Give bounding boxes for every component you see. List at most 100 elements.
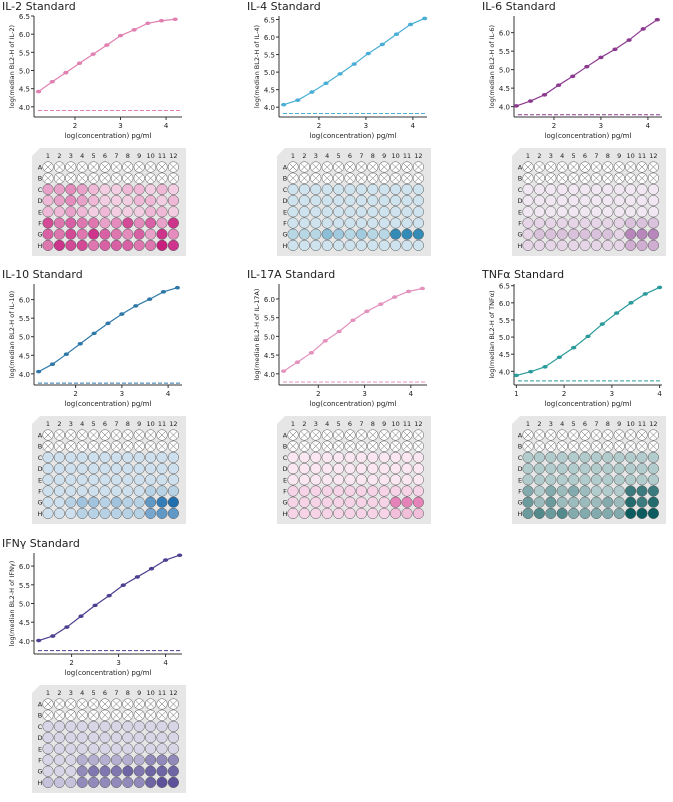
empty-well-cross bbox=[124, 163, 132, 171]
plate-well bbox=[53, 732, 65, 744]
plate-well bbox=[647, 195, 659, 207]
plate-column-label: 10 bbox=[146, 152, 154, 160]
plate-well bbox=[602, 463, 614, 475]
empty-well-cross bbox=[300, 163, 309, 171]
empty-well-cross bbox=[146, 442, 155, 450]
plate-well bbox=[65, 720, 77, 732]
plate-well bbox=[110, 217, 122, 229]
data-point bbox=[336, 329, 342, 334]
data-point bbox=[49, 362, 56, 367]
plate-well bbox=[310, 195, 322, 207]
plate-well bbox=[298, 507, 310, 519]
plate-well bbox=[88, 765, 100, 777]
plate-column-label: 5 bbox=[337, 420, 341, 428]
y-tick-label: 4.5 bbox=[19, 352, 30, 360]
plate-well bbox=[579, 463, 591, 475]
plate-well bbox=[53, 228, 65, 240]
y-axis-label: log(median BL2-H of IL-6) bbox=[488, 25, 496, 108]
plate-well bbox=[545, 485, 557, 497]
data-point bbox=[308, 351, 314, 355]
empty-well-cross bbox=[300, 431, 309, 439]
plate-column-label: 1 bbox=[46, 420, 50, 428]
plate-well bbox=[145, 463, 157, 475]
plate-well bbox=[344, 228, 356, 240]
plate-well bbox=[647, 496, 659, 508]
plate-well bbox=[76, 183, 88, 195]
plate-column-label: 9 bbox=[382, 152, 386, 160]
empty-well-cross bbox=[89, 163, 98, 171]
plate-well bbox=[344, 206, 356, 218]
empty-well-cross bbox=[78, 174, 86, 182]
data-point bbox=[134, 575, 140, 579]
y-tick-label: 5.5 bbox=[19, 582, 30, 590]
plate-well bbox=[110, 732, 122, 744]
plate-row-label: G bbox=[37, 231, 42, 239]
plate-well bbox=[590, 485, 602, 497]
plate-row-label: E bbox=[38, 208, 42, 216]
empty-well-cross bbox=[346, 442, 354, 450]
empty-well-cross bbox=[124, 431, 132, 439]
plate-well bbox=[99, 451, 111, 463]
plate-well bbox=[625, 183, 637, 195]
plate-column-label: 8 bbox=[126, 152, 130, 160]
empty-well-cross bbox=[55, 700, 64, 708]
empty-well-cross bbox=[649, 174, 658, 182]
plate-well bbox=[522, 463, 534, 475]
plate-well bbox=[625, 206, 637, 218]
empty-well-cross bbox=[604, 163, 612, 171]
empty-well-cross bbox=[414, 431, 423, 439]
data-point bbox=[63, 70, 69, 75]
plate-well bbox=[156, 776, 168, 788]
data-point bbox=[119, 312, 125, 316]
plate-well bbox=[145, 754, 157, 766]
plate-well bbox=[167, 720, 179, 732]
plate-well bbox=[88, 474, 100, 486]
y-axis-label: log(median BL2-H of IFNγ) bbox=[8, 561, 16, 647]
empty-well-cross bbox=[312, 163, 320, 171]
plate-well bbox=[122, 720, 134, 732]
empty-well-cross bbox=[414, 442, 423, 450]
data-point bbox=[174, 285, 180, 290]
plate-well bbox=[355, 451, 367, 463]
chart-title: IL-2 Standard bbox=[2, 0, 76, 13]
plate-column-label: 6 bbox=[103, 420, 107, 428]
chart-svg: 4.04.55.05.56.06.52 3 4log(concentration) … bbox=[253, 16, 431, 256]
plate-well bbox=[65, 754, 77, 766]
plate-well bbox=[545, 496, 557, 508]
plate-well bbox=[122, 451, 134, 463]
y-tick-label: 4.5 bbox=[264, 87, 275, 95]
empty-well-cross bbox=[78, 442, 86, 450]
empty-well-cross bbox=[67, 174, 75, 182]
plate-well bbox=[390, 206, 402, 218]
series-line bbox=[38, 554, 180, 642]
plate-well bbox=[65, 765, 77, 777]
plate-well bbox=[367, 239, 379, 251]
plate-column-label: 4 bbox=[560, 152, 564, 160]
plate-well bbox=[533, 206, 545, 218]
x-tick-label: 3 bbox=[610, 390, 614, 398]
plate-well bbox=[590, 496, 602, 508]
plate-well bbox=[122, 217, 134, 229]
plate-well bbox=[321, 206, 333, 218]
data-point bbox=[104, 43, 110, 47]
plate-well bbox=[590, 183, 602, 195]
plate-well bbox=[298, 195, 310, 207]
plate-well bbox=[579, 239, 591, 251]
plate-well bbox=[602, 217, 614, 229]
plate-well bbox=[99, 765, 111, 777]
plate-well bbox=[333, 206, 345, 218]
plate-well bbox=[42, 485, 54, 497]
empty-well-cross bbox=[169, 442, 178, 450]
panel-1: IL-4 Standard 4.0 4.5 5.0 5.5 6.0 6.5 2 3 4 log(co… bbox=[245, 0, 445, 265]
series-line bbox=[516, 19, 658, 107]
plate-well bbox=[99, 754, 111, 766]
plate-well bbox=[647, 463, 659, 475]
plate-well bbox=[310, 217, 322, 229]
plate-well bbox=[145, 195, 157, 207]
x-tick-label: 3 bbox=[362, 390, 366, 398]
empty-well-cross bbox=[124, 711, 132, 719]
plate-well bbox=[133, 206, 145, 218]
empty-well-cross bbox=[547, 163, 555, 171]
plate-well bbox=[167, 732, 179, 744]
empty-well-cross bbox=[334, 174, 343, 182]
